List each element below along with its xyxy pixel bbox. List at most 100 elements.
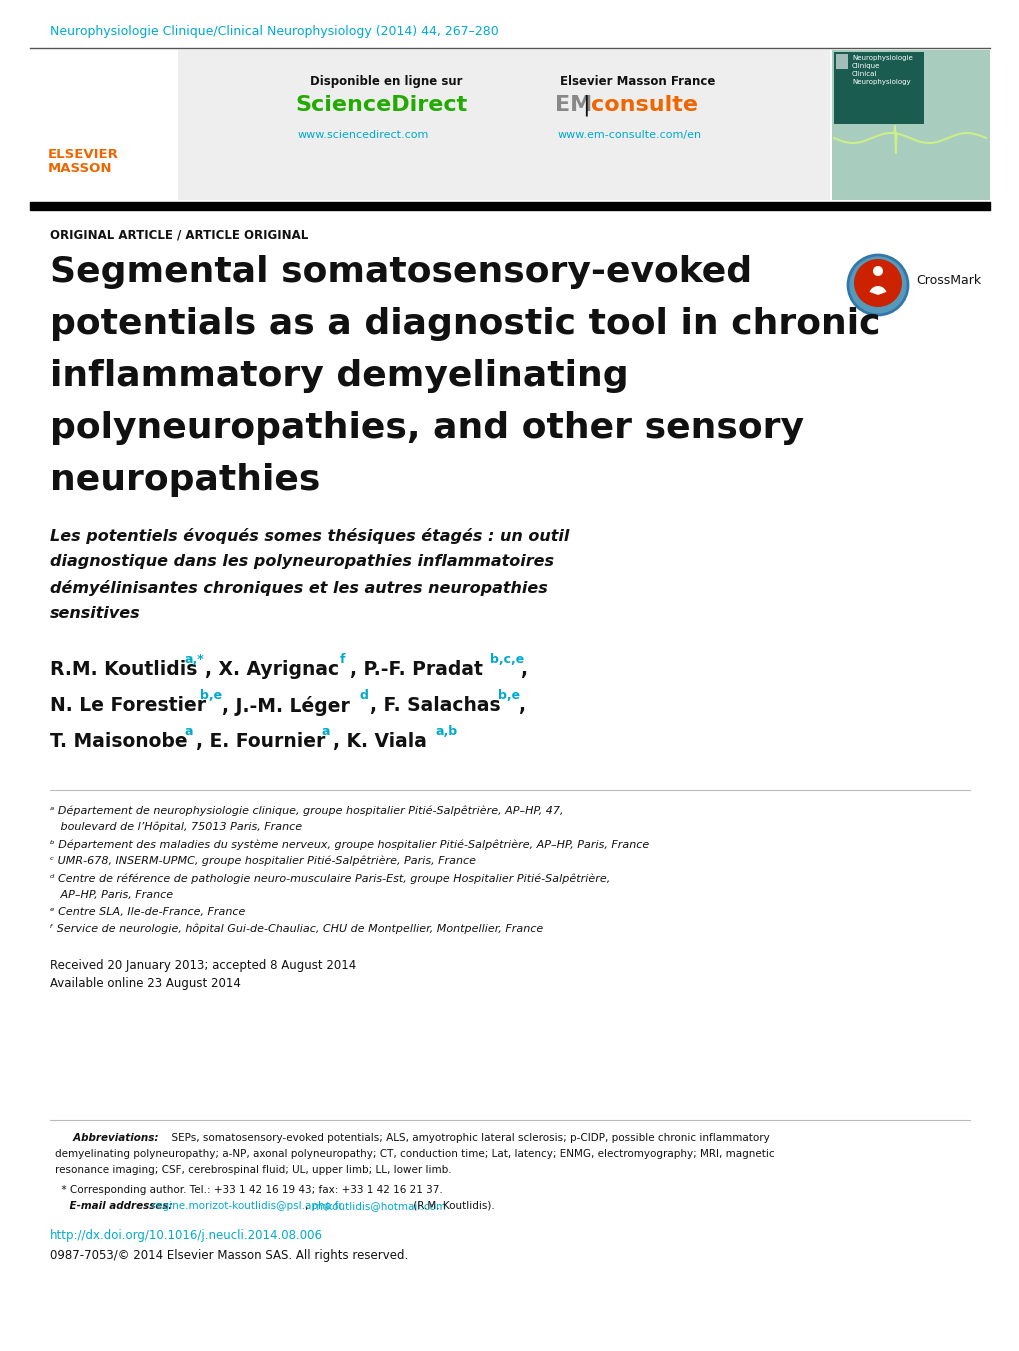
Point bbox=[103, 55, 119, 77]
Text: * Corresponding author. Tel.: +33 1 42 16 19 43; fax: +33 1 42 16 21 37.: * Corresponding author. Tel.: +33 1 42 1… bbox=[55, 1185, 442, 1196]
Text: , K. Viala: , K. Viala bbox=[332, 732, 427, 751]
Point bbox=[108, 92, 124, 113]
Point bbox=[69, 82, 86, 104]
Point bbox=[94, 53, 110, 74]
Point bbox=[78, 65, 95, 86]
Point bbox=[62, 108, 78, 130]
Point bbox=[66, 73, 83, 95]
Point bbox=[83, 57, 99, 78]
Text: potentials as a diagnostic tool in chronic: potentials as a diagnostic tool in chron… bbox=[50, 307, 879, 340]
Point bbox=[69, 51, 86, 73]
Point bbox=[72, 76, 89, 97]
Point bbox=[88, 76, 104, 97]
Text: ,: , bbox=[520, 661, 527, 680]
Point bbox=[93, 82, 109, 104]
Text: Abbreviations:: Abbreviations: bbox=[55, 1133, 158, 1143]
Point bbox=[95, 73, 111, 95]
Point bbox=[72, 103, 89, 124]
Point bbox=[81, 109, 97, 131]
Point bbox=[71, 107, 88, 128]
Point bbox=[103, 101, 119, 123]
Point bbox=[108, 62, 124, 84]
Point bbox=[56, 89, 72, 111]
Point bbox=[92, 62, 108, 84]
Point bbox=[101, 73, 117, 95]
Point bbox=[112, 73, 128, 95]
Point bbox=[79, 68, 96, 89]
Point bbox=[67, 111, 84, 132]
Bar bbox=[834, 51, 923, 124]
Point bbox=[83, 81, 99, 103]
Point bbox=[85, 69, 101, 91]
Point bbox=[66, 70, 83, 92]
Point bbox=[62, 112, 78, 134]
Text: rmkoutlidis@hotmail.com: rmkoutlidis@hotmail.com bbox=[312, 1201, 445, 1210]
Text: www.sciencedirect.com: www.sciencedirect.com bbox=[298, 130, 429, 141]
Point bbox=[86, 108, 102, 130]
Point bbox=[76, 82, 93, 104]
Point bbox=[93, 88, 109, 109]
Text: b,e: b,e bbox=[497, 689, 520, 703]
Point bbox=[88, 101, 104, 123]
Text: a,b: a,b bbox=[435, 725, 458, 738]
Point bbox=[107, 65, 123, 86]
Point bbox=[115, 97, 131, 119]
Text: Elsevier Masson France: Elsevier Masson France bbox=[559, 76, 714, 88]
Point bbox=[87, 100, 103, 122]
Point bbox=[67, 99, 84, 120]
Point bbox=[93, 55, 109, 77]
Point bbox=[68, 115, 85, 136]
Point bbox=[74, 78, 91, 100]
Point bbox=[63, 111, 79, 132]
Point bbox=[69, 72, 86, 93]
Point bbox=[76, 118, 93, 139]
Point bbox=[115, 95, 131, 116]
Circle shape bbox=[853, 259, 901, 307]
Point bbox=[88, 112, 104, 134]
Point bbox=[102, 68, 118, 89]
Point bbox=[66, 81, 83, 103]
Point bbox=[90, 119, 106, 141]
Bar bbox=[832, 50, 989, 200]
Point bbox=[82, 107, 98, 128]
Point bbox=[94, 61, 110, 82]
Point bbox=[83, 57, 99, 78]
Point bbox=[93, 108, 109, 130]
Point bbox=[85, 82, 101, 104]
Point bbox=[53, 99, 69, 120]
Point bbox=[105, 73, 121, 95]
Point bbox=[82, 108, 98, 130]
Point bbox=[63, 111, 79, 132]
Text: inflammatory demyelinating: inflammatory demyelinating bbox=[50, 359, 628, 393]
Point bbox=[56, 103, 72, 124]
Point bbox=[105, 80, 121, 101]
Point bbox=[66, 96, 83, 118]
Point bbox=[83, 84, 99, 105]
Point bbox=[96, 61, 112, 82]
Point bbox=[100, 89, 116, 111]
Point bbox=[81, 115, 97, 136]
Point bbox=[85, 88, 101, 109]
Text: polyneuropathies, and other sensory: polyneuropathies, and other sensory bbox=[50, 411, 803, 444]
Point bbox=[99, 76, 115, 97]
Point bbox=[65, 101, 82, 123]
Point bbox=[102, 59, 118, 81]
Point bbox=[99, 85, 115, 107]
Point bbox=[61, 113, 77, 135]
Point bbox=[97, 100, 113, 122]
Text: MASSON: MASSON bbox=[48, 162, 112, 176]
Point bbox=[66, 109, 83, 131]
Point bbox=[70, 54, 87, 76]
Point bbox=[91, 119, 107, 141]
Point bbox=[99, 101, 115, 123]
Point bbox=[65, 69, 82, 91]
Text: consulte: consulte bbox=[590, 95, 697, 115]
Point bbox=[83, 62, 99, 84]
Point bbox=[81, 107, 97, 128]
Point bbox=[93, 119, 109, 141]
Point bbox=[85, 82, 101, 104]
Point bbox=[73, 55, 90, 77]
Text: regine.morizot-koutlidis@psl.aphp.fr: regine.morizot-koutlidis@psl.aphp.fr bbox=[152, 1201, 342, 1210]
Point bbox=[111, 76, 127, 97]
Point bbox=[90, 109, 106, 131]
